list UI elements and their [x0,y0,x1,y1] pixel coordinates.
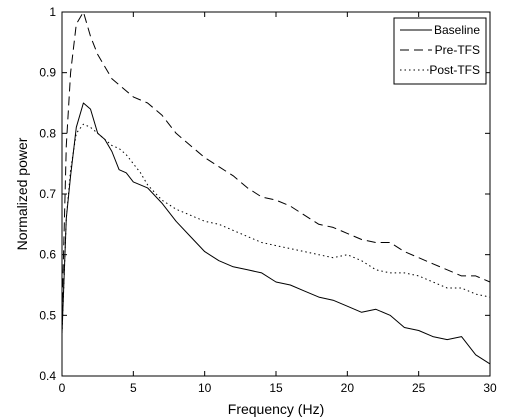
y-tick-label: 0.8 [39,126,56,140]
legend-label: Pre-TFS [435,43,480,57]
legend: Baseline Pre-TFS Post-TFS [393,17,487,85]
x-axis-label: Frequency (Hz) [228,401,324,417]
y-tick-label: 0.5 [39,308,56,322]
legend-items: Baseline Pre-TFS Post-TFS [400,23,480,77]
y-tick-label: 0.4 [39,369,56,383]
legend-label: Post-TFS [429,63,480,77]
x-tick-label: 15 [269,381,283,395]
ticks-layer: 0 5 10 15 20 25 30 0.4 0.5 0.6 0.7 0.8 0.9 1 [39,5,497,395]
y-tick-label: 0.9 [39,66,56,80]
legend-label: Baseline [434,23,480,37]
x-tick-label: 20 [341,381,355,395]
series-layer [61,11,491,365]
y-tick-label: 0.7 [39,187,56,201]
x-tick-label: 30 [483,381,497,395]
x-tick-label: 25 [412,381,426,395]
series-line-baseline [61,102,491,365]
series-line-pre-tfs [61,11,491,316]
y-tick-label: 1 [49,5,56,19]
x-tick-label: 0 [59,381,66,395]
x-tick-label: 5 [130,381,137,395]
y-axis-label: Normalized power [14,137,30,250]
legend-box [393,17,487,85]
y-tick-label: 0.6 [39,248,56,262]
x-tick-label: 10 [198,381,212,395]
